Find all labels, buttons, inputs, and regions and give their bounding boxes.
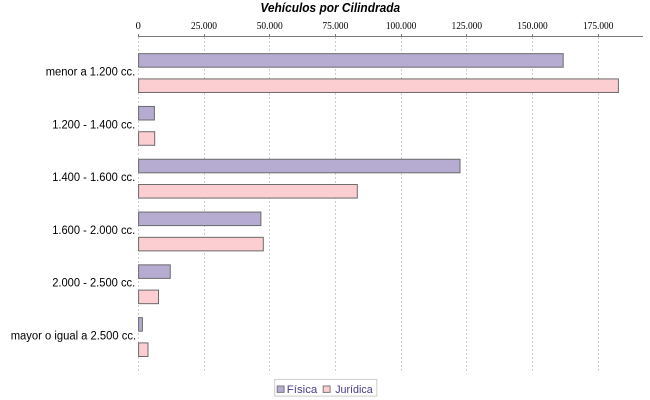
svg-text:175.000: 175.000 bbox=[583, 21, 614, 32]
svg-text:menor a 1.200 cc.: menor a 1.200 cc. bbox=[46, 67, 136, 79]
svg-text:50.000: 50.000 bbox=[257, 21, 283, 32]
svg-text:Jurídica: Jurídica bbox=[335, 384, 373, 396]
svg-text:75.000: 75.000 bbox=[322, 21, 348, 32]
svg-text:2.000 - 2.500 cc.: 2.000 - 2.500 cc. bbox=[52, 278, 135, 290]
svg-text:1.400 - 1.600 cc.: 1.400 - 1.600 cc. bbox=[52, 172, 135, 184]
svg-text:25.000: 25.000 bbox=[191, 21, 217, 32]
svg-text:mayor o igual a 2.500 cc.: mayor o igual a 2.500 cc. bbox=[11, 331, 136, 343]
svg-text:150.000: 150.000 bbox=[517, 21, 548, 32]
svg-text:Vehículos por Cilindrada: Vehículos por Cilindrada bbox=[260, 0, 400, 15]
svg-text:1.600 - 2.000 cc.: 1.600 - 2.000 cc. bbox=[52, 225, 135, 237]
svg-text:0: 0 bbox=[136, 21, 141, 32]
svg-text:Física: Física bbox=[287, 384, 318, 396]
svg-text:125.000: 125.000 bbox=[452, 21, 483, 32]
svg-text:100.000: 100.000 bbox=[386, 21, 417, 32]
svg-text:1.200 - 1.400 cc.: 1.200 - 1.400 cc. bbox=[52, 119, 135, 131]
